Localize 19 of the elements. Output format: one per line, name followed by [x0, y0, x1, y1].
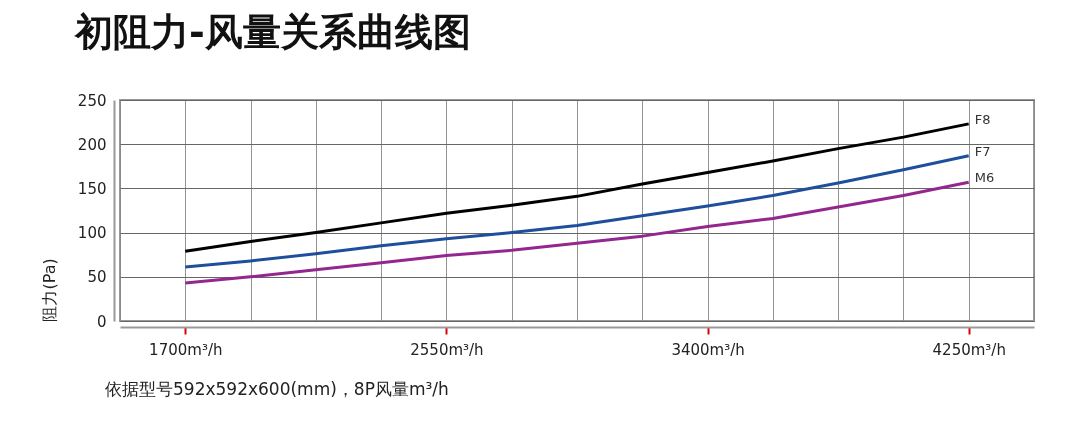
x-tick-label: 4250m³/h — [932, 340, 1006, 359]
y-tick-label: 250 — [77, 91, 107, 110]
line-series — [183, 122, 971, 253]
y-tick-label: 0 — [96, 312, 107, 331]
line-series — [183, 180, 971, 285]
chart-title: 初阻力-风量关系曲线图 — [74, 10, 471, 54]
text: 依据型号592x592x600(mm)，8P风量m³/h — [105, 378, 449, 401]
line-series — [183, 154, 971, 269]
x-tick-label: 3400m³/h — [671, 340, 745, 359]
series-label: M6 — [974, 170, 995, 186]
y-tick-label: 100 — [77, 224, 107, 243]
x-tick-label: 2550m³/h — [410, 340, 484, 359]
series-label: F8 — [974, 111, 991, 127]
y-tick-label: 50 — [87, 268, 107, 287]
y-axis-title: 阻力(Pa) — [39, 258, 59, 322]
series-label: F7 — [974, 143, 991, 159]
y-tick-label: 150 — [77, 179, 107, 198]
y-tick-label: 200 — [77, 135, 107, 154]
x-tick-label: 1700m³/h — [149, 340, 223, 359]
